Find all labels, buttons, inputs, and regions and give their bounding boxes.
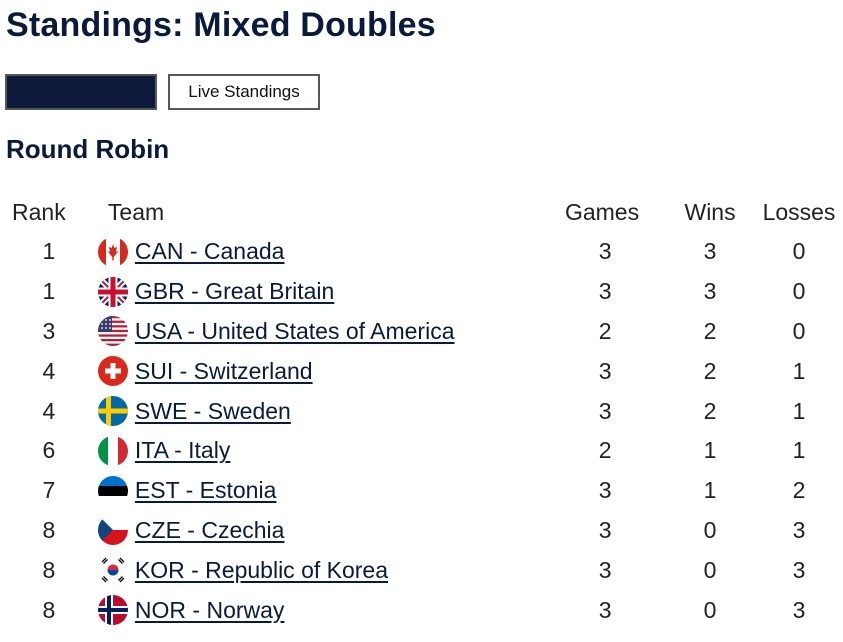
usa-flag-icon — [97, 316, 128, 347]
games-cell: 3 — [598, 477, 612, 504]
table-row: 4 SUI - Switzerland 3 2 1 — [0, 351, 843, 391]
wins-header: Wins — [684, 198, 736, 225]
team-link[interactable]: NOR - Norway — [134, 596, 285, 623]
table-row: 8 CZE - Czechia 3 0 3 — [0, 511, 843, 551]
team-link[interactable]: SWE - Sweden — [134, 397, 291, 424]
live-standings-button[interactable]: Live Standings — [168, 74, 320, 110]
canada-flag-icon — [97, 236, 128, 267]
losses-cell: 0 — [792, 317, 806, 344]
games-header: Games — [564, 198, 640, 225]
section-title: Round Robin — [6, 134, 170, 164]
wins-cell: 3 — [703, 278, 717, 305]
wins-cell: 0 — [703, 596, 717, 623]
games-cell: 2 — [598, 437, 612, 464]
page-title: Standings: Mixed Doubles — [6, 6, 436, 44]
losses-cell: 1 — [792, 357, 806, 384]
games-cell: 2 — [598, 317, 612, 344]
table-row: 4 SWE - Sweden 3 2 1 — [0, 391, 843, 431]
table-row: 3 USA - United States of America 2 2 0 — [0, 312, 843, 352]
rank-cell: 4 — [42, 357, 56, 384]
losses-cell: 2 — [792, 477, 806, 504]
games-cell: 3 — [598, 357, 612, 384]
losses-cell: 0 — [792, 238, 806, 265]
games-cell: 3 — [598, 238, 612, 265]
rank-cell: 6 — [42, 437, 56, 464]
team-link[interactable]: GBR - Great Britain — [134, 278, 335, 305]
losses-cell: 1 — [792, 397, 806, 424]
team-link[interactable]: KOR - Republic of Korea — [134, 556, 389, 583]
standings-body: 1 CAN - Canada 3 3 0 1 GBR - Great Brita… — [0, 232, 843, 630]
losses-cell: 3 — [792, 596, 806, 623]
italy-flag-icon — [97, 435, 128, 466]
team-link[interactable]: CAN - Canada — [134, 238, 285, 265]
rank-cell: 1 — [42, 238, 56, 265]
games-cell: 3 — [598, 278, 612, 305]
games-cell: 3 — [598, 596, 612, 623]
wins-cell: 0 — [703, 516, 717, 543]
table-header-row: Rank Team Games Wins Losses — [0, 192, 843, 232]
table-row: 7 EST - Estonia 3 1 2 — [0, 471, 843, 511]
rank-cell: 3 — [42, 317, 56, 344]
games-cell: 3 — [598, 556, 612, 583]
switzerland-flag-icon — [97, 356, 128, 387]
losses-cell: 1 — [792, 437, 806, 464]
team-header: Team — [107, 198, 165, 225]
rank-cell: 1 — [42, 278, 56, 305]
table-row: 8 NOR - Norway 3 0 3 — [0, 590, 843, 630]
losses-header: Losses — [762, 198, 836, 225]
rank-cell: 8 — [42, 596, 56, 623]
wins-cell: 2 — [703, 317, 717, 344]
table-row: 6 ITA - Italy 2 1 1 — [0, 431, 843, 471]
rank-header: Rank — [12, 198, 66, 225]
czechia-flag-icon — [97, 515, 128, 546]
standings-view-button[interactable] — [5, 74, 157, 110]
rank-cell: 8 — [42, 516, 56, 543]
games-cell: 3 — [598, 397, 612, 424]
team-link[interactable]: SUI - Switzerland — [134, 357, 313, 384]
wins-cell: 2 — [703, 357, 717, 384]
losses-cell: 3 — [792, 556, 806, 583]
team-link[interactable]: USA - United States of America — [134, 317, 455, 344]
wins-cell: 0 — [703, 556, 717, 583]
losses-cell: 3 — [792, 516, 806, 543]
team-link[interactable]: CZE - Czechia — [134, 516, 285, 543]
estonia-flag-icon — [97, 475, 128, 506]
rank-cell: 4 — [42, 397, 56, 424]
sweden-flag-icon — [97, 396, 128, 427]
team-link[interactable]: ITA - Italy — [134, 437, 231, 464]
table-row: 1 GBR - Great Britain 3 3 0 — [0, 272, 843, 312]
table-row: 8 KOR - Republic of Korea 3 0 3 — [0, 550, 843, 590]
great-britain-flag-icon — [97, 276, 128, 307]
standings-table: Rank Team Games Wins Losses 1 CAN - Cana… — [0, 192, 843, 630]
games-cell: 3 — [598, 516, 612, 543]
table-row: 1 CAN - Canada 3 3 0 — [0, 232, 843, 272]
team-link[interactable]: EST - Estonia — [134, 477, 277, 504]
wins-cell: 1 — [703, 477, 717, 504]
rank-cell: 8 — [42, 556, 56, 583]
norway-flag-icon — [97, 595, 128, 626]
losses-cell: 0 — [792, 278, 806, 305]
wins-cell: 3 — [703, 238, 717, 265]
rank-cell: 7 — [42, 477, 56, 504]
korea-flag-icon — [97, 555, 128, 586]
wins-cell: 1 — [703, 437, 717, 464]
wins-cell: 2 — [703, 397, 717, 424]
